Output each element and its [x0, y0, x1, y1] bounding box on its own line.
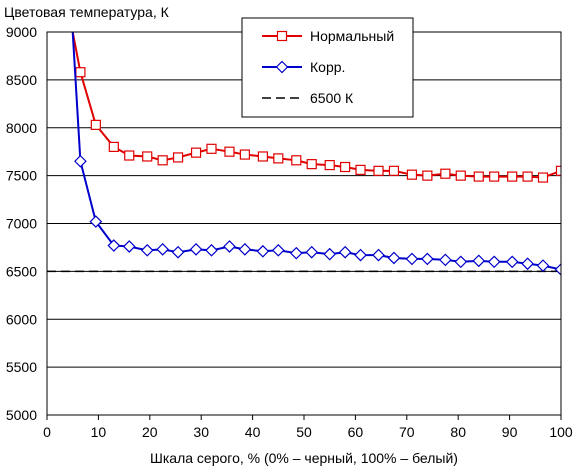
series-normal-point	[507, 171, 518, 182]
series-corrected-point	[171, 245, 185, 259]
series-corrected-point	[439, 253, 452, 267]
legend: Нормальный Корр. 6500 К	[241, 17, 414, 118]
series-corrected-point	[122, 240, 136, 253]
y-tick-label: 6500	[6, 263, 37, 279]
series-normal-point	[157, 155, 168, 166]
series-normal-point	[206, 143, 217, 154]
y-tick-label: 8500	[6, 72, 37, 88]
x-tick-label: 30	[193, 424, 209, 440]
series-normal-point	[75, 67, 86, 78]
series-corrected-point	[74, 154, 87, 168]
chart-title: Цветовая температура, К	[4, 4, 170, 20]
series-normal-point	[373, 165, 384, 176]
series-normal-point	[340, 161, 351, 173]
series-layer	[47, 32, 561, 276]
series-corrected-point	[189, 243, 203, 256]
series-normal-point	[142, 151, 153, 162]
series-corrected-point	[505, 255, 519, 269]
series-normal-point	[257, 151, 268, 162]
y-tick-label: 5000	[6, 407, 37, 423]
legend-item-6500k: 6500 К	[262, 90, 354, 106]
series-normal-point	[239, 149, 250, 160]
series-normal-point	[555, 165, 561, 176]
series-normal-point	[388, 165, 400, 176]
series-normal-point	[90, 119, 101, 130]
series-normal-point	[422, 170, 433, 181]
series-corrected-point	[338, 245, 352, 259]
series-normal-point	[273, 153, 284, 164]
series-corrected-point	[256, 244, 270, 258]
series-normal-point	[306, 159, 317, 170]
series-normal-point	[537, 172, 549, 183]
series-normal-point	[406, 169, 418, 180]
series-corrected	[71, 32, 561, 276]
series-corrected-point	[305, 245, 319, 259]
series-normal-point	[440, 168, 451, 179]
series-corrected-point	[454, 255, 468, 269]
series-corrected-point	[405, 252, 419, 266]
series-corrected-point	[238, 243, 252, 256]
x-axis-label: Шкала серого, % (0% – черный, 100% – бел…	[150, 450, 458, 466]
x-tick-label: 90	[502, 424, 518, 440]
series-corrected-point	[421, 252, 434, 266]
legend-label: Корр.	[310, 59, 345, 75]
legend-label: Нормальный	[310, 28, 394, 44]
x-tick-label: 0	[43, 424, 51, 440]
series-corrected-point	[487, 255, 501, 269]
series-normal-point	[489, 171, 500, 182]
series-corrected-point	[289, 246, 303, 260]
series-corrected-point	[372, 248, 385, 262]
series-corrected-point	[323, 247, 337, 261]
series-normal-point	[224, 146, 235, 157]
series-normal	[71, 32, 561, 183]
axes: 5000 5500 6000 6500 7000 7500 8000 8500 9000 0 10 2…	[6, 24, 573, 440]
series-corrected-point	[387, 251, 401, 265]
legend-marker	[275, 60, 289, 74]
series-normal-point	[455, 170, 466, 181]
series-corrected-point	[156, 243, 169, 256]
plot-area	[47, 32, 561, 276]
legend-item-normal: Нормальный	[262, 28, 394, 44]
x-tick-label: 40	[245, 424, 261, 440]
series-corrected-point	[223, 240, 236, 253]
x-tick-label: 70	[399, 424, 415, 440]
y-tick-label: 7000	[6, 216, 37, 232]
series-normal-point	[355, 164, 366, 175]
x-tick-label: 80	[450, 424, 466, 440]
series-normal-point	[108, 141, 119, 152]
legend-label: 6500 К	[310, 90, 354, 106]
series-normal-point	[324, 159, 335, 171]
series-corrected-point	[521, 257, 534, 271]
x-tick-label: 50	[296, 424, 312, 440]
series-corrected-point	[271, 243, 285, 257]
y-tick-label: 6000	[6, 311, 37, 327]
y-tick-label: 8000	[6, 120, 37, 136]
x-tick-label: 10	[91, 424, 107, 440]
series-normal-point	[172, 152, 184, 163]
series-normal-point	[190, 147, 202, 158]
series-corrected-point	[107, 239, 121, 252]
y-tick-label: 7500	[6, 168, 37, 184]
x-tick-label: 20	[142, 424, 158, 440]
x-tick-label: 60	[348, 424, 364, 440]
series-corrected-point	[554, 263, 561, 276]
series-normal-point	[473, 171, 484, 182]
x-tick-label: 100	[549, 424, 573, 440]
y-tick-label: 5500	[6, 359, 37, 375]
series-normal-point	[291, 155, 302, 166]
series-corrected-point	[89, 215, 103, 228]
series-corrected-point	[472, 254, 486, 268]
series-normal-point	[522, 171, 533, 182]
legend-item-corrected: Корр.	[262, 59, 345, 75]
series-corrected-point	[205, 243, 218, 257]
series-normal-point	[124, 150, 135, 161]
y-tick-label: 9000	[6, 24, 37, 40]
legend-marker	[276, 30, 288, 42]
series-corrected-point	[140, 243, 154, 257]
series-corrected-point	[536, 259, 550, 272]
series-corrected-point	[354, 248, 367, 262]
